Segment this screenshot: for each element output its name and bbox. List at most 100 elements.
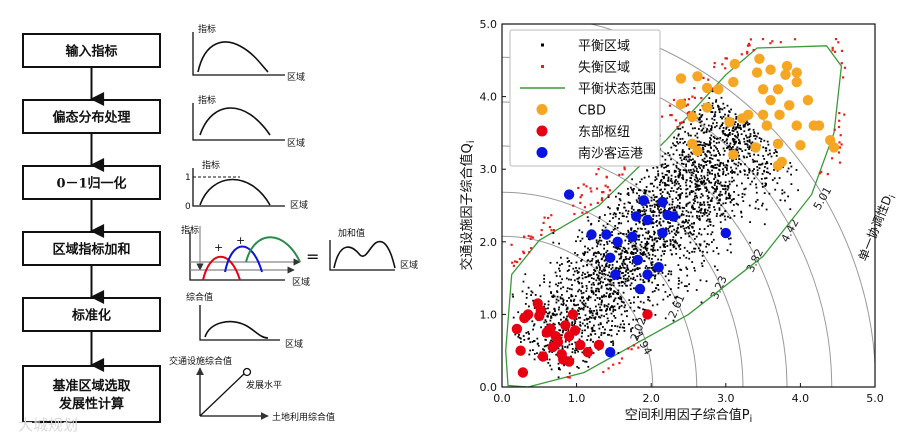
balanced-point [748,139,751,141]
unbalanced-point [833,128,836,131]
balanced-point [715,146,717,149]
unbalanced-point [623,166,626,169]
flow-step-label: 标准化 [71,308,111,324]
balanced-point [595,241,598,244]
balanced-point [645,209,648,212]
mini-x-label: 土地利用综合值 [272,411,335,423]
balanced-point [669,179,672,182]
balanced-point [719,181,722,184]
unbalanced-point [771,40,774,43]
balanced-point [607,278,609,281]
balanced-point [680,159,683,162]
balanced-point [605,251,608,254]
balanced-point [688,252,691,254]
balanced-point [677,223,680,226]
balanced-point [595,279,598,282]
unbalanced-point [669,114,672,117]
balanced-point [702,165,705,168]
balanced-point [692,172,695,175]
balanced-point [743,140,746,143]
balanced-point [746,174,749,176]
balanced-point [695,189,697,191]
balanced-point [639,252,642,255]
balanced-point [651,182,654,185]
balanced-point [683,221,686,224]
balanced-point [594,290,597,293]
balanced-point [738,158,741,160]
balanced-point [598,265,601,268]
balanced-point [713,137,716,139]
balanced-point [530,294,532,296]
balanced-point [676,161,679,164]
balanced-point [574,349,576,352]
balanced-point [623,323,625,326]
balanced-point [724,190,727,193]
balanced-point [653,211,656,213]
balanced-point [609,280,612,283]
balanced-point [626,252,629,254]
balanced-point [721,139,724,141]
balanced-point [629,186,632,189]
balanced-point [734,128,736,131]
balanced-point [678,245,681,248]
balanced-point [665,166,667,169]
balanced-point [632,276,635,279]
balanced-point [578,276,581,279]
balanced-point [643,281,646,283]
balanced-point [667,180,669,182]
balanced-point [575,349,578,351]
balanced-point [652,266,655,269]
balanced-point [684,130,686,133]
balanced-point [685,158,688,161]
balanced-point [718,199,720,201]
balanced-point [766,167,769,170]
balanced-point [689,241,692,244]
unbalanced-point [747,42,750,45]
balanced-point [757,132,759,135]
balanced-point [677,277,680,280]
balanced-point [588,356,591,359]
balanced-point [585,290,588,292]
balanced-point [598,298,601,300]
balanced-point [725,126,728,129]
balanced-point [620,296,623,299]
balanced-point [690,169,692,171]
balanced-point [645,244,648,247]
balanced-point [647,232,649,235]
balanced-point [717,172,719,175]
balanced-point [583,304,586,307]
balanced-point [797,189,799,192]
balanced-point [562,300,565,303]
balanced-point [566,287,569,290]
balanced-point [681,210,684,213]
balanced-point [623,247,626,250]
balanced-point [735,135,737,138]
balanced-point [633,296,635,299]
balanced-point [601,299,603,302]
unbalanced-point [528,251,531,254]
balanced-point [559,275,562,278]
balanced-point [713,119,716,121]
balanced-point [689,155,692,158]
balanced-point [670,273,673,276]
balanced-point [624,258,627,261]
balanced-point [593,269,595,271]
balanced-point [715,124,718,127]
balanced-point [720,123,723,126]
balanced-point [553,323,556,326]
balanced-point [710,125,713,127]
balanced-point [645,249,648,252]
series-point-南沙客运港 [657,227,668,239]
balanced-point [705,219,708,222]
balanced-point [590,286,593,289]
balanced-point [623,202,626,205]
balanced-point [717,252,720,255]
balanced-point [678,279,680,282]
balanced-point [747,129,750,131]
balanced-point [602,255,605,258]
balanced-point [727,197,730,200]
balanced-point [592,273,595,275]
unbalanced-point [826,173,829,176]
balanced-point [661,191,664,193]
balanced-point [729,194,732,197]
